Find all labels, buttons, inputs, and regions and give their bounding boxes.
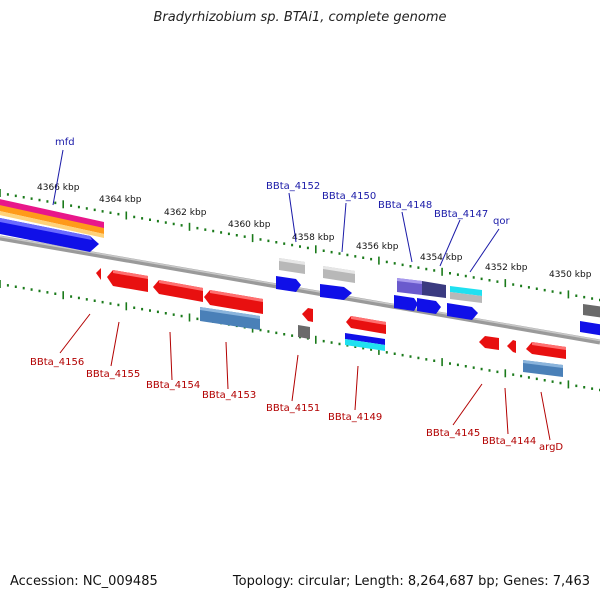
orange-band-shade — [0, 211, 104, 238]
page-title: Bradyrhizobium sp. BTAi1, complete genom… — [153, 10, 447, 25]
gene-bbta-4149[interactable] — [345, 339, 385, 351]
leader-line — [169, 331, 173, 381]
gene-highlight — [159, 280, 203, 291]
gene-forward-arrow[interactable] — [394, 295, 418, 311]
gene-bbta-4147-block[interactable] — [422, 281, 446, 298]
gene-highlight — [200, 307, 260, 319]
leader-line — [504, 387, 509, 435]
gene-edge-gray[interactable] — [583, 304, 600, 318]
leader-line — [354, 365, 359, 411]
genome-backbone-highlight — [0, 235, 600, 342]
gene-label-bbta-4154[interactable]: BBta_4154 — [146, 380, 200, 391]
gene-label-bbta-4147[interactable]: BBta_4147 — [434, 209, 488, 220]
gene-bbta-4154[interactable] — [153, 280, 203, 302]
upper-scale-ticks — [0, 189, 600, 302]
gene-label-bbta-4156[interactable]: BBta_4156 — [30, 357, 84, 368]
lower-strand-genes — [96, 268, 566, 377]
gene-bbta-4151-red[interactable] — [302, 308, 313, 322]
gene-bbta-4153-red[interactable] — [204, 290, 263, 314]
upper-gene-labels: mfd BBta_4152 BBta_4150 BBta_4148 BBta_4… — [55, 137, 510, 227]
gene-label-bbta-4149[interactable]: BBta_4149 — [328, 412, 382, 423]
leader-line — [439, 219, 461, 267]
leader-line — [288, 192, 297, 243]
gene-bbta-4144[interactable] — [507, 340, 516, 353]
lower-gene-labels: BBta_4156 BBta_4155 BBta_4154 BBta_4153 … — [30, 357, 563, 453]
scale-label: 4354 kbp — [420, 253, 463, 263]
scale-label: 4360 kbp — [228, 220, 271, 230]
gene-bbta-4156[interactable] — [96, 268, 101, 280]
gene-bbta-4145[interactable] — [479, 336, 499, 350]
gene-highlight — [210, 290, 263, 302]
scale-label: 4352 kbp — [485, 263, 528, 273]
gene-highlight — [351, 316, 386, 325]
gene-bbta-4151[interactable] — [298, 325, 310, 339]
gene-highlight — [279, 258, 305, 265]
gene-label-bbta-4148[interactable]: BBta_4148 — [378, 200, 432, 211]
gene-label-bbta-4152[interactable]: BBta_4152 — [266, 181, 320, 192]
gene-label-bbta-4153[interactable]: BBta_4153 — [202, 390, 256, 401]
gene-qor-shade — [450, 292, 482, 303]
leader-line — [225, 341, 229, 390]
mfd-gene-bands[interactable] — [0, 198, 104, 252]
scale-label: 4358 kbp — [292, 233, 335, 243]
scale-label: 4364 kbp — [99, 195, 142, 205]
gene-highlight — [397, 278, 422, 284]
gene-label-bbta-4145[interactable]: BBta_4145 — [426, 428, 480, 439]
leader-line — [469, 228, 500, 273]
gene-label-mfd[interactable]: mfd — [55, 137, 75, 148]
upper-strand-genes — [276, 258, 600, 336]
gene-label-bbta-4151[interactable]: BBta_4151 — [266, 403, 320, 414]
gene-bbta-4149-blue[interactable] — [345, 333, 385, 345]
gene-highlight — [113, 270, 148, 279]
leader-line — [401, 211, 413, 263]
gene-label-bbta-4144[interactable]: BBta_4144 — [482, 436, 536, 447]
leader-line — [59, 313, 91, 354]
gene-forward-arrow[interactable] — [447, 303, 478, 320]
gene-highlight — [532, 342, 566, 350]
lower-leader-lines — [59, 313, 551, 441]
genome-backbone — [0, 235, 600, 345]
gene-bbta-4153[interactable] — [200, 307, 260, 330]
leader-line — [52, 149, 64, 206]
blue-band-highlight — [0, 218, 92, 240]
leader-line — [341, 202, 347, 253]
gene-label-argd[interactable]: argD — [539, 442, 563, 453]
upper-leader-lines — [52, 149, 500, 273]
orange-band — [0, 205, 104, 234]
scale-label: 4362 kbp — [164, 208, 207, 218]
leader-line — [110, 321, 120, 367]
magenta-band — [0, 199, 104, 230]
scale-labels: 4366 kbp 4364 kbp 4362 kbp 4360 kbp 4358… — [37, 183, 592, 280]
gene-label-qor[interactable]: qor — [493, 216, 510, 227]
gene-forward-arrow[interactable] — [276, 276, 301, 292]
accession-text: Accession: NC_009485 — [10, 574, 158, 589]
gene-qor[interactable] — [450, 286, 482, 296]
scale-label: 4366 kbp — [37, 183, 80, 193]
leader-line — [291, 354, 299, 402]
gene-label-bbta-4155[interactable]: BBta_4155 — [86, 369, 140, 380]
leader-line — [452, 383, 483, 426]
scale-label: 4356 kbp — [356, 242, 399, 252]
gene-forward-arrow[interactable] — [417, 298, 441, 314]
scale-label: 4350 kbp — [549, 270, 592, 280]
gene-label-bbta-4150[interactable]: BBta_4150 — [322, 191, 376, 202]
genome-summary-text: Topology: circular; Length: 8,264,687 bp… — [232, 574, 590, 589]
gene-edge-blue[interactable] — [580, 321, 600, 336]
leader-line — [540, 391, 551, 441]
gene-forward-arrow[interactable] — [320, 284, 352, 300]
gene-highlight — [523, 360, 563, 368]
gene-highlight — [323, 266, 355, 274]
